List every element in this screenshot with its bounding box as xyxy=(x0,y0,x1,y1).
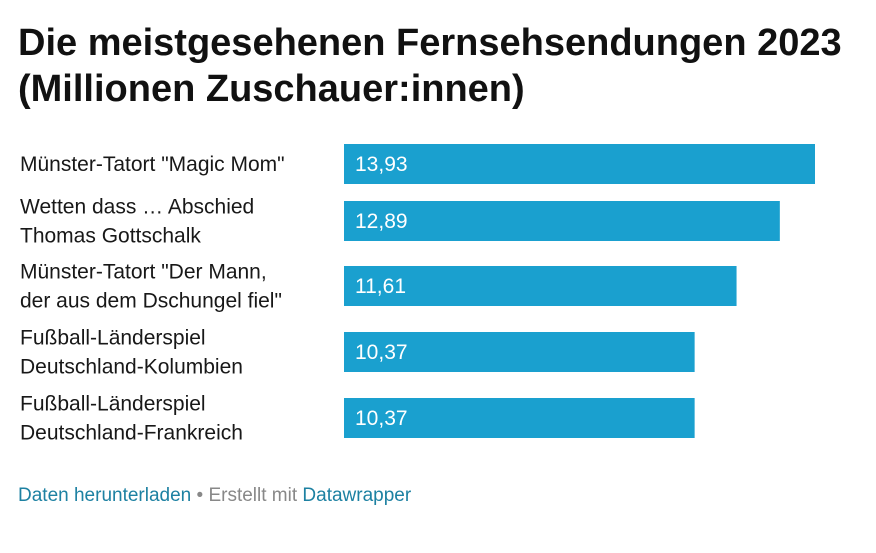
footer-credit-text: • Erstellt mit xyxy=(191,485,303,506)
datawrapper-link[interactable]: Datawrapper xyxy=(302,485,412,506)
bar xyxy=(344,266,737,306)
bar xyxy=(344,398,695,438)
category-label: Fußball-Länderspiel Deutschland-Frankreic… xyxy=(20,393,243,445)
value-label: 12,89 xyxy=(355,210,408,233)
value-label: 10,37 xyxy=(355,407,408,430)
value-label: 11,61 xyxy=(355,275,406,298)
bar xyxy=(344,144,815,184)
category-label: Münster-Tatort "Der Mann, der aus dem Dsc… xyxy=(20,261,282,313)
chart-footer: Daten herunterladen • Erstellt mit Dataw… xyxy=(18,485,411,507)
category-label: Wetten dass … Abschied Thomas Gottschalk xyxy=(20,196,254,248)
download-data-link[interactable]: Daten herunterladen xyxy=(18,485,192,506)
bar-chart: Münster-Tatort "Magic Mom" 13,93 Wetten da… xyxy=(20,144,815,445)
value-label: 13,93 xyxy=(355,153,408,176)
category-label: Münster-Tatort "Magic Mom" xyxy=(20,153,285,176)
chart-title: Die meistgesehenen Fernsehsendungen 2023… xyxy=(18,22,842,110)
value-label: 10,37 xyxy=(355,341,408,364)
bar xyxy=(344,332,695,372)
bar xyxy=(344,201,780,241)
category-label: Fußball-Länderspiel Deutschland-Kolumbien xyxy=(20,327,243,379)
